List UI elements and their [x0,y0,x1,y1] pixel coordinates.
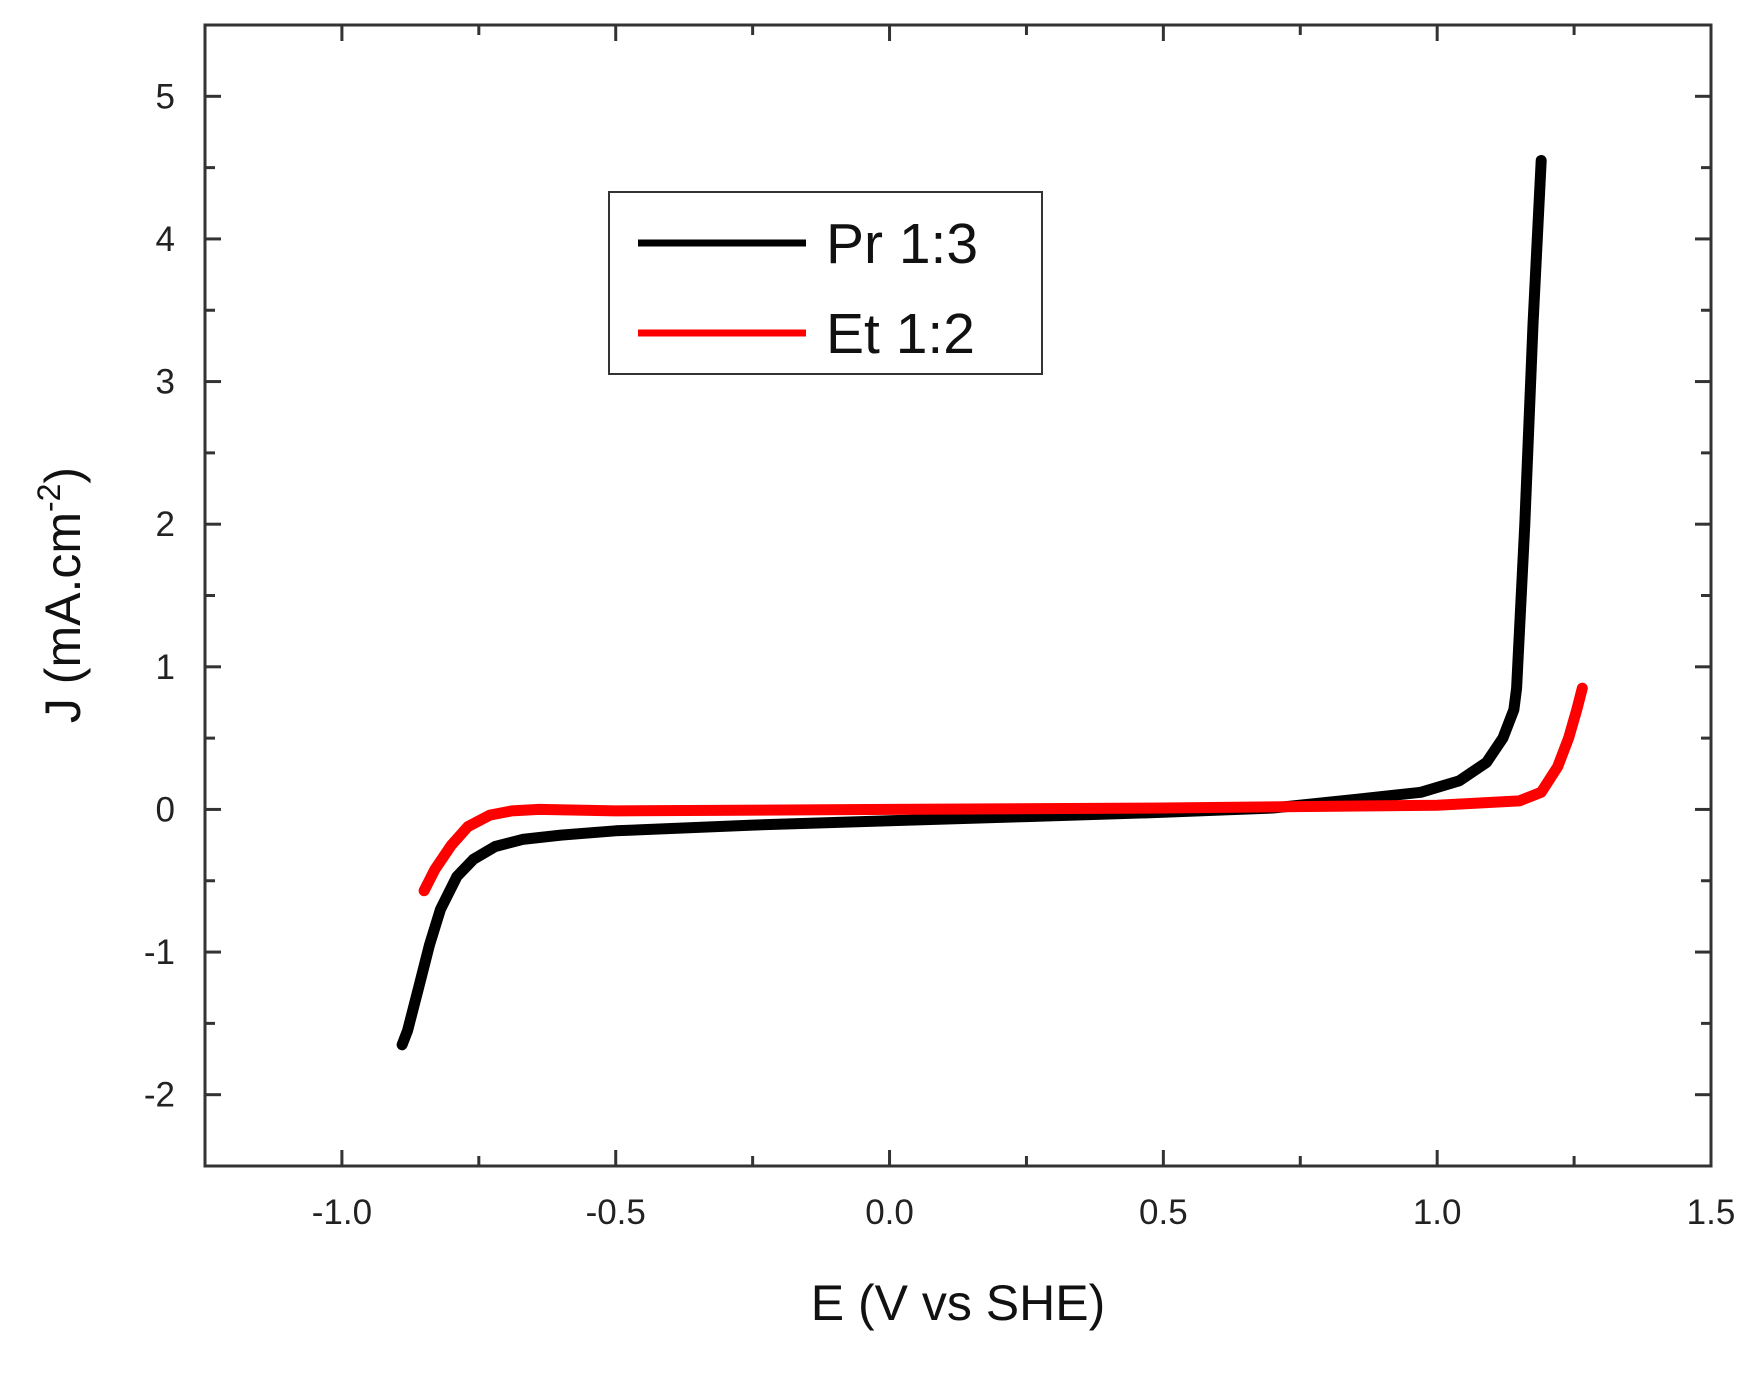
y-tick-label: -1 [144,933,175,972]
y-tick-label: 0 [156,790,175,829]
series-line-pr-1-3 [396,155,1547,1051]
x-tick-label: -1.0 [312,1193,372,1232]
y-tick-label: 5 [156,77,175,116]
y-tick-label: 4 [156,220,175,259]
series-line-et-1-2 [418,682,1588,897]
x-tick-label: -0.5 [586,1193,646,1232]
x-tick-label: 1.0 [1413,1193,1462,1232]
legend-label-pr: Pr 1:3 [826,212,978,276]
y-axis-title: J (mA.cm-2) [31,467,91,723]
x-tick-label: 0.0 [865,1193,914,1232]
y-tick-label: -2 [144,1076,175,1115]
x-tick-label: 1.5 [1687,1193,1736,1232]
x-tick-label: 0.5 [1139,1193,1188,1232]
legend-box [608,191,1043,375]
y-tick-label: 3 [156,363,175,402]
plot-area [396,155,1588,1051]
legend: Pr 1:3 Et 1:2 [608,191,1043,375]
x-axis-title: E (V vs SHE) [811,1275,1105,1331]
y-tick-label: 2 [156,505,175,544]
legend-label-et: Et 1:2 [826,302,975,366]
y-tick-label: 1 [156,648,175,687]
ticks: -1.0 -0.5 0.0 0.5 1.0 1.5 -2 -1 0 1 2 3 4 5 [144,23,1736,1232]
